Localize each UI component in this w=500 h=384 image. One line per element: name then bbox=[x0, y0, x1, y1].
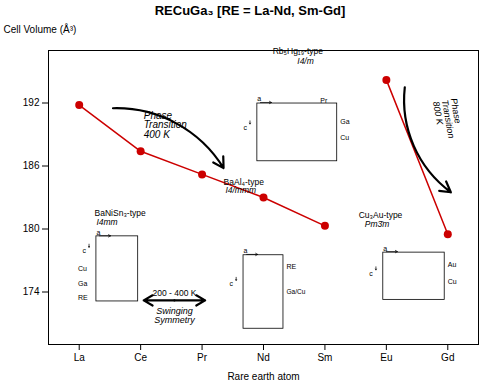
svg-text:a: a bbox=[96, 229, 100, 236]
svg-text:Ga: Ga bbox=[78, 280, 87, 287]
svg-text:Eu: Eu bbox=[380, 352, 392, 363]
svg-text:200 - 400 K: 200 - 400 K bbox=[152, 288, 196, 298]
svg-text:PhaseTransition800 K: PhaseTransition800 K bbox=[431, 97, 465, 140]
svg-text:Gd: Gd bbox=[441, 352, 454, 363]
svg-text:PhaseTransition400 K: PhaseTransition400 K bbox=[144, 110, 188, 141]
svg-text:RE: RE bbox=[287, 263, 297, 270]
svg-text:Pr: Pr bbox=[320, 97, 328, 104]
svg-text:I4/mmm: I4/mmm bbox=[225, 185, 256, 195]
svg-text:Rare earth atom: Rare earth atom bbox=[227, 371, 299, 382]
svg-text:Pm3̄m: Pm3̄m bbox=[365, 219, 390, 229]
svg-text:c: c bbox=[369, 270, 373, 277]
svg-text:c: c bbox=[243, 124, 247, 131]
svg-text:a: a bbox=[257, 95, 261, 102]
svg-text:BaNiSn₃-type: BaNiSn₃-type bbox=[94, 208, 146, 219]
svg-text:c: c bbox=[82, 247, 86, 254]
svg-text:SwingingSymmetry: SwingingSymmetry bbox=[154, 306, 195, 325]
svg-text:Cu₃Au-type: Cu₃Au-type bbox=[358, 210, 403, 221]
svg-text:I4mm: I4mm bbox=[96, 217, 117, 227]
svg-text:a: a bbox=[244, 247, 248, 254]
svg-text:192: 192 bbox=[23, 97, 40, 108]
svg-text:a: a bbox=[383, 245, 387, 252]
svg-text:Nd: Nd bbox=[257, 352, 270, 363]
svg-text:I4/m: I4/m bbox=[297, 56, 314, 66]
svg-text:BaAl₄-type: BaAl₄-type bbox=[223, 176, 264, 187]
svg-text:Cell Volume (Å³): Cell Volume (Å³) bbox=[4, 23, 77, 35]
svg-text:Pr: Pr bbox=[197, 352, 208, 363]
svg-text:c: c bbox=[230, 280, 234, 287]
svg-text:Ga: Ga bbox=[340, 118, 349, 125]
svg-text:174: 174 bbox=[23, 286, 40, 297]
svg-text:RE: RE bbox=[78, 294, 88, 301]
svg-text:Rb₅Hg₁₉-type: Rb₅Hg₁₉-type bbox=[272, 46, 323, 57]
html-text:RECuGa₃ [RE = La-Nd, Sm-Gd]: RECuGa₃ [RE = La-Nd, Sm-Gd] bbox=[154, 3, 346, 18]
svg-text:Ce: Ce bbox=[134, 352, 147, 363]
svg-text:Sm: Sm bbox=[317, 352, 332, 363]
svg-text:Cu: Cu bbox=[78, 265, 87, 272]
svg-text:180: 180 bbox=[23, 223, 40, 234]
svg-text:186: 186 bbox=[23, 160, 40, 171]
svg-text:La: La bbox=[74, 352, 86, 363]
svg-text:Cu: Cu bbox=[448, 278, 457, 285]
svg-text:Au: Au bbox=[448, 261, 457, 268]
svg-text:Cu: Cu bbox=[340, 134, 349, 141]
svg-text:Ga/Cu: Ga/Cu bbox=[287, 288, 306, 295]
